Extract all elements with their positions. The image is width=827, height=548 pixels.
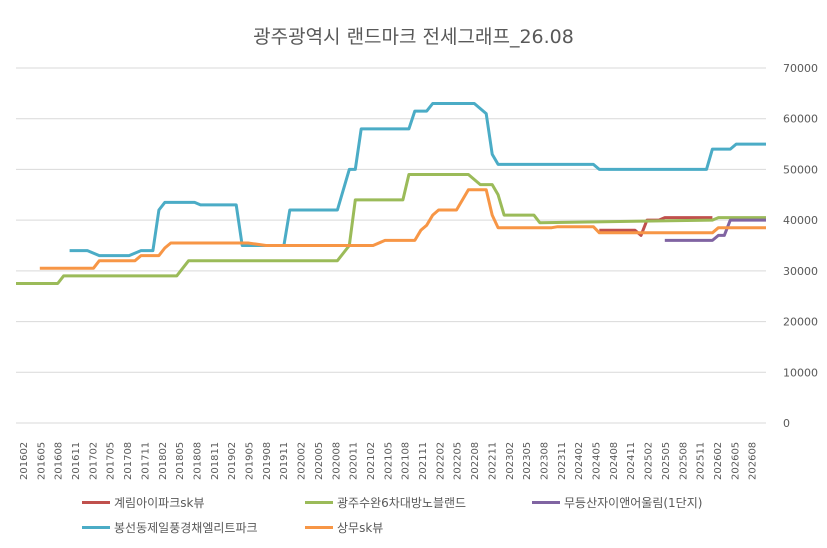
x-tick-label: 202002 xyxy=(297,442,308,480)
x-tick-label: 201811 xyxy=(210,442,221,480)
x-tick-label: 202005 xyxy=(314,442,325,480)
x-tick-label: 201705 xyxy=(106,442,117,480)
y-tick-label: 70000 xyxy=(783,62,818,75)
x-tick-label: 202208 xyxy=(470,442,481,480)
x-tick-label: 202011 xyxy=(349,442,360,480)
x-tick-label: 202305 xyxy=(522,442,533,480)
x-tick-label: 202511 xyxy=(696,442,707,480)
x-tick-label: 202302 xyxy=(505,442,516,480)
x-tick-label: 202608 xyxy=(748,442,759,480)
x-tick-label: 202105 xyxy=(383,442,394,480)
x-tick-label: 201602 xyxy=(19,442,30,480)
x-tick-label: 202211 xyxy=(487,442,498,480)
x-tick-label: 201611 xyxy=(71,442,82,480)
x-tick-label: 201808 xyxy=(192,442,203,480)
series-line-3 xyxy=(69,102,766,258)
chart-title: 광주광역시 랜드마크 전세그래프_26.08 xyxy=(253,26,574,48)
series-lines xyxy=(16,102,766,285)
x-tick-label: 202102 xyxy=(366,442,377,480)
x-tick-label: 201605 xyxy=(36,442,47,480)
x-tick-label: 201708 xyxy=(123,442,134,480)
x-tick-label: 202602 xyxy=(713,442,724,480)
series-line-2 xyxy=(664,218,766,242)
x-tick-label: 202405 xyxy=(592,442,603,480)
y-tick-label: 30000 xyxy=(783,265,818,278)
x-tick-label: 202108 xyxy=(401,442,412,480)
x-tick-label: 201702 xyxy=(88,442,99,480)
x-axis-tick-labels: 201602 201605 201608 201611 201702 201705 2017… xyxy=(19,442,759,480)
x-tick-label: 202008 xyxy=(331,442,342,480)
x-tick-label: 202502 xyxy=(644,442,655,480)
x-tick-label: 201711 xyxy=(140,442,151,480)
x-tick-label: 201902 xyxy=(227,442,238,480)
x-tick-label: 202505 xyxy=(661,442,672,480)
y-tick-label: 60000 xyxy=(783,113,818,126)
x-tick-label: 201905 xyxy=(245,442,256,480)
x-tick-label: 202508 xyxy=(678,442,689,480)
y-axis-tick-labels: 0 10000 20000 30000 40000 50000 60000 70000 xyxy=(783,62,818,430)
x-tick-label: 201908 xyxy=(262,442,273,480)
x-tick-label: 201608 xyxy=(54,442,65,480)
x-tick-label: 202111 xyxy=(418,442,429,480)
y-tick-label: 50000 xyxy=(783,163,818,176)
x-tick-label: 202411 xyxy=(626,442,637,480)
series-line-1 xyxy=(16,173,766,285)
x-tick-label: 201802 xyxy=(158,442,169,480)
x-tick-label: 201805 xyxy=(175,442,186,480)
x-tick-label: 202205 xyxy=(453,442,464,480)
y-tick-label: 20000 xyxy=(783,316,818,329)
x-tick-label: 202408 xyxy=(609,442,620,480)
x-tick-label: 202605 xyxy=(730,442,741,480)
x-tick-label: 202311 xyxy=(557,442,568,480)
y-tick-label: 0 xyxy=(783,417,790,430)
x-tick-label: 202308 xyxy=(539,442,550,480)
y-tick-label: 10000 xyxy=(783,366,818,379)
series-line-4 xyxy=(39,188,766,270)
x-tick-label: 202202 xyxy=(435,442,446,480)
x-tick-label: 202402 xyxy=(574,442,585,480)
x-tick-label: 201911 xyxy=(279,442,290,480)
y-tick-label: 40000 xyxy=(783,214,818,227)
gridlines xyxy=(16,67,766,424)
